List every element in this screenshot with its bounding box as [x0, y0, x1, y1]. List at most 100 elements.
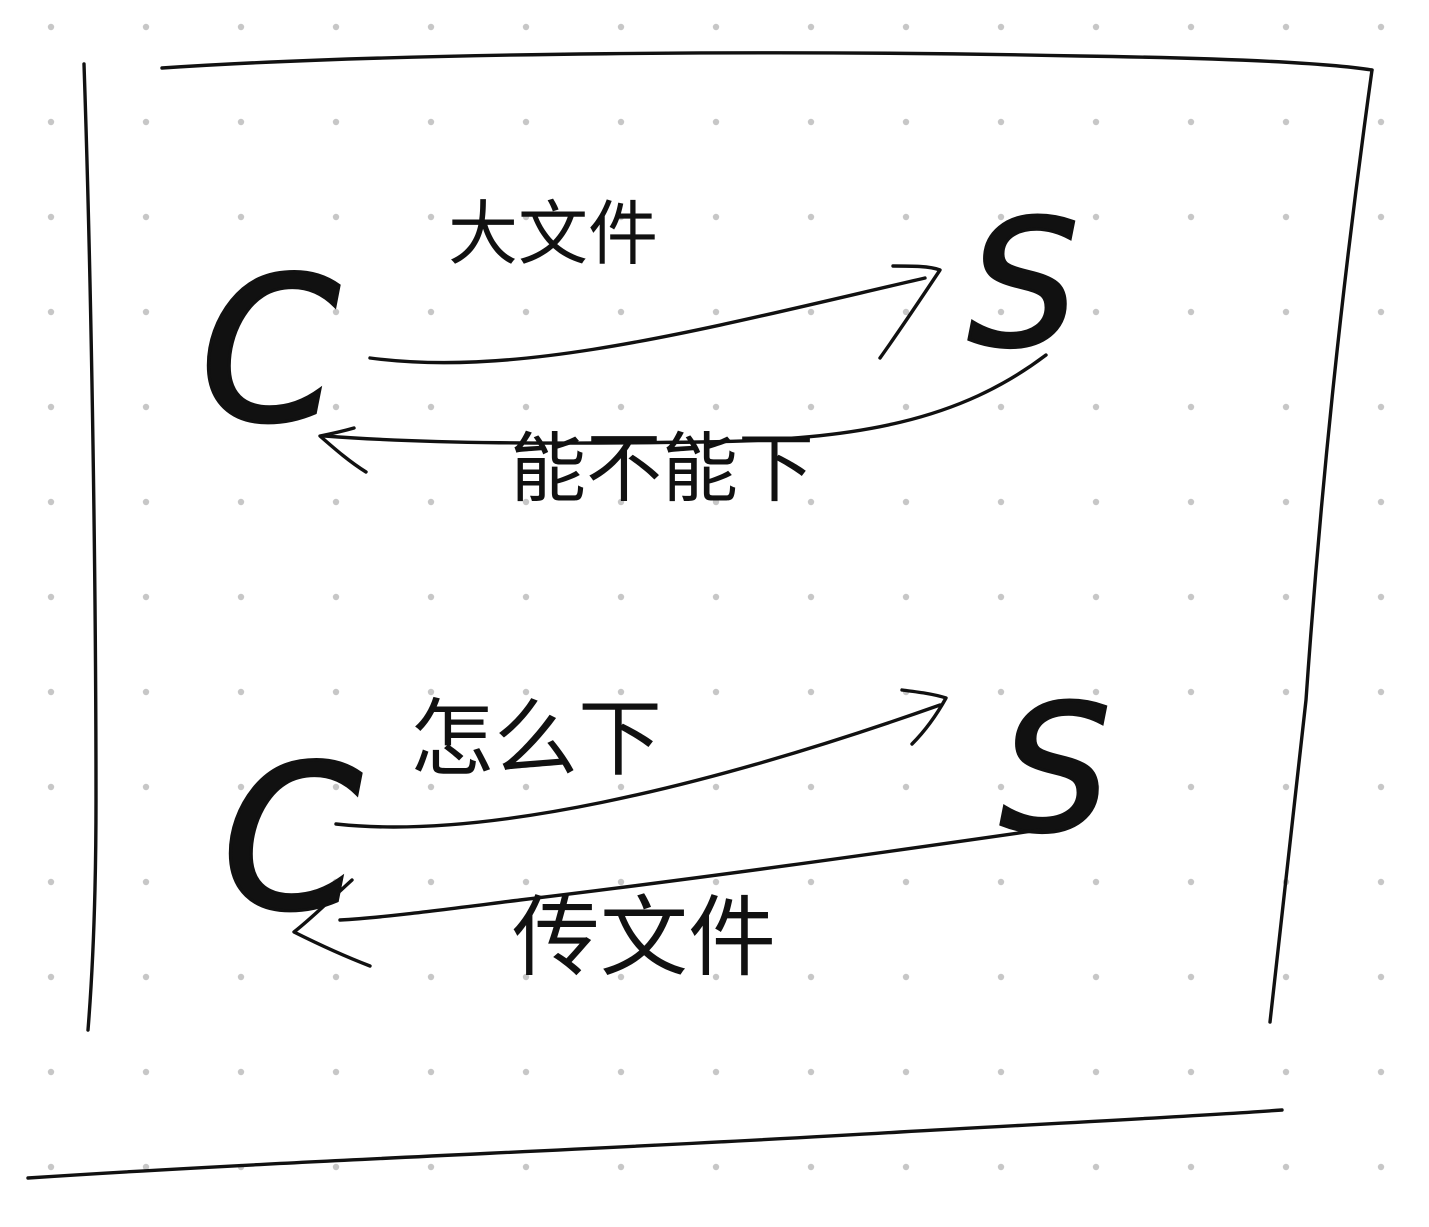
grid-dot — [427, 403, 435, 411]
grid-dot — [1092, 1163, 1100, 1171]
grid-dot — [902, 593, 910, 601]
grid-dot — [902, 498, 910, 506]
request-arrowhead-top — [878, 264, 942, 360]
request-arrow-bottom — [334, 703, 942, 829]
grid-dot — [1187, 1068, 1195, 1076]
grid-dot — [902, 1068, 910, 1076]
grid-dot — [712, 23, 720, 31]
grid-dot — [1187, 783, 1195, 791]
grid-dot — [332, 783, 340, 791]
grid-dot — [47, 213, 55, 221]
grid-dot — [237, 498, 245, 506]
grid-dot — [902, 118, 910, 126]
grid-dot — [142, 878, 150, 886]
grid-dot — [1092, 878, 1100, 886]
grid-dot — [617, 688, 625, 696]
grid-dot — [237, 688, 245, 696]
diagram-bottom: C S 怎么下 传文件 — [220, 667, 1112, 989]
grid-dot — [237, 403, 245, 411]
grid-dot — [902, 878, 910, 886]
dot-grid — [47, 23, 1385, 1171]
grid-dot — [617, 213, 625, 221]
grid-dot — [807, 498, 815, 506]
frame — [26, 51, 1374, 1180]
grid-dot — [807, 308, 815, 316]
grid-dot — [1187, 118, 1195, 126]
grid-dot — [1092, 973, 1100, 981]
grid-dot — [807, 878, 815, 886]
grid-dot — [1092, 213, 1100, 221]
grid-dot — [617, 593, 625, 601]
grid-dot — [142, 308, 150, 316]
grid-dot — [47, 308, 55, 316]
grid-dot — [522, 783, 530, 791]
grid-dot — [997, 878, 1005, 886]
grid-dot — [237, 118, 245, 126]
grid-dot — [47, 688, 55, 696]
grid-dot — [332, 118, 340, 126]
response-arrowhead-top — [318, 426, 368, 474]
grid-dot — [522, 308, 530, 316]
grid-dot — [712, 1068, 720, 1076]
grid-dot — [1377, 308, 1385, 316]
grid-dot — [47, 1163, 55, 1171]
grid-dot — [1092, 498, 1100, 506]
grid-dot — [427, 23, 435, 31]
grid-dot — [1282, 1068, 1290, 1076]
grid-dot — [712, 498, 720, 506]
grid-dot — [712, 973, 720, 981]
grid-dot — [617, 403, 625, 411]
grid-dot — [427, 783, 435, 791]
grid-dot — [617, 973, 625, 981]
grid-dot — [1092, 308, 1100, 316]
grid-dot — [142, 23, 150, 31]
response-arrow-top — [323, 353, 1048, 445]
grid-dot — [332, 23, 340, 31]
grid-dot — [237, 213, 245, 221]
grid-dot — [332, 403, 340, 411]
grid-dot — [332, 213, 340, 221]
grid-dot — [522, 688, 530, 696]
grid-dot — [427, 593, 435, 601]
request-label-bottom: 怎么下 — [410, 690, 662, 788]
grid-dot — [1092, 1068, 1100, 1076]
diagram-top: C S 大文件 能不能下 — [198, 182, 1080, 513]
grid-dot — [1187, 973, 1195, 981]
grid-dot — [427, 118, 435, 126]
grid-dot — [1092, 23, 1100, 31]
grid-dot — [522, 23, 530, 31]
grid-dot — [332, 878, 340, 886]
grid-dot — [1377, 688, 1385, 696]
grid-dot — [1282, 498, 1290, 506]
grid-dot — [427, 1163, 435, 1171]
grid-dot — [1377, 1068, 1385, 1076]
grid-dot — [142, 498, 150, 506]
grid-dot — [712, 593, 720, 601]
response-label-bottom: 传文件 — [512, 886, 776, 989]
grid-dot — [1187, 593, 1195, 601]
grid-dot — [712, 878, 720, 886]
grid-dot — [902, 23, 910, 31]
grid-dot — [237, 593, 245, 601]
grid-dot — [1282, 23, 1290, 31]
grid-dot — [1282, 1163, 1290, 1171]
frame-top-edge — [160, 51, 1374, 72]
grid-dot — [237, 308, 245, 316]
client-node-top: C — [200, 235, 340, 468]
grid-dot — [1377, 498, 1385, 506]
grid-dot — [1187, 23, 1195, 31]
grid-dot — [617, 118, 625, 126]
grid-dot — [522, 973, 530, 981]
grid-dot — [237, 878, 245, 886]
grid-dot — [617, 308, 625, 316]
grid-dot — [712, 783, 720, 791]
grid-dot — [332, 688, 340, 696]
grid-dot — [1092, 783, 1100, 791]
grid-dot — [522, 213, 530, 221]
grid-dot — [47, 973, 55, 981]
grid-dot — [1282, 783, 1290, 791]
grid-dot — [1282, 213, 1290, 221]
grid-dot — [142, 593, 150, 601]
